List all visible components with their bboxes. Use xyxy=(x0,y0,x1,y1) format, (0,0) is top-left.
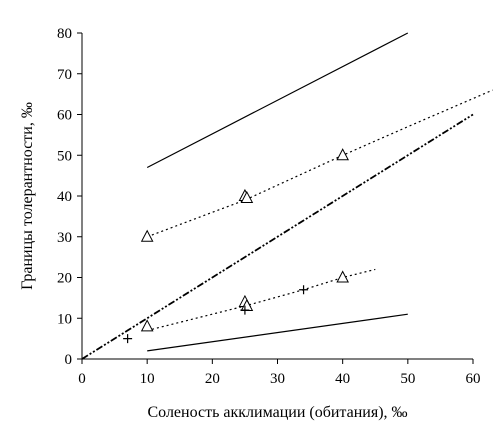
series-lines xyxy=(81,32,493,360)
x-tick-label: 50 xyxy=(400,371,415,387)
y-tick-label: 80 xyxy=(57,26,72,42)
solid-series-line xyxy=(146,32,409,169)
plus-marker xyxy=(123,334,133,344)
triangle-marker xyxy=(240,190,254,204)
x-tick-label: 40 xyxy=(335,371,350,387)
series-markers xyxy=(123,148,349,344)
x-tick-label: 60 xyxy=(466,371,481,387)
x-tick-label: 30 xyxy=(270,371,285,387)
y-tick-label: 60 xyxy=(57,108,72,124)
triangle-marker xyxy=(140,229,154,242)
triangle-marker xyxy=(140,319,154,332)
dash-dot-dot-series-line xyxy=(81,113,474,360)
plus-marker xyxy=(299,285,309,295)
triangle-marker xyxy=(336,148,349,161)
x-tick-label: 20 xyxy=(205,371,220,387)
x-tick-label: 10 xyxy=(140,371,155,387)
y-tick-label: 50 xyxy=(57,148,72,164)
plus-marker xyxy=(240,305,250,315)
y-tick-label: 70 xyxy=(57,67,72,83)
y-tick-label: 30 xyxy=(57,230,72,246)
x-axis-title: Соленость акклимации (обитания), ‰ xyxy=(147,404,407,421)
y-axis-title: Границы толерантности, ‰ xyxy=(19,102,36,290)
x-tick-label: 0 xyxy=(78,371,86,387)
y-tick-label: 40 xyxy=(57,189,72,205)
axis-ticks: 0 10 20 30 40 50 60 0 10 20 30 40 50 60 70 80 xyxy=(57,26,481,387)
y-tick-label: 20 xyxy=(57,271,72,287)
triangle-marker xyxy=(336,270,349,283)
y-tick-label: 10 xyxy=(57,311,72,327)
solid-series-line xyxy=(147,313,408,352)
dotted-series-line xyxy=(146,89,493,238)
y-tick-label: 0 xyxy=(65,352,73,368)
